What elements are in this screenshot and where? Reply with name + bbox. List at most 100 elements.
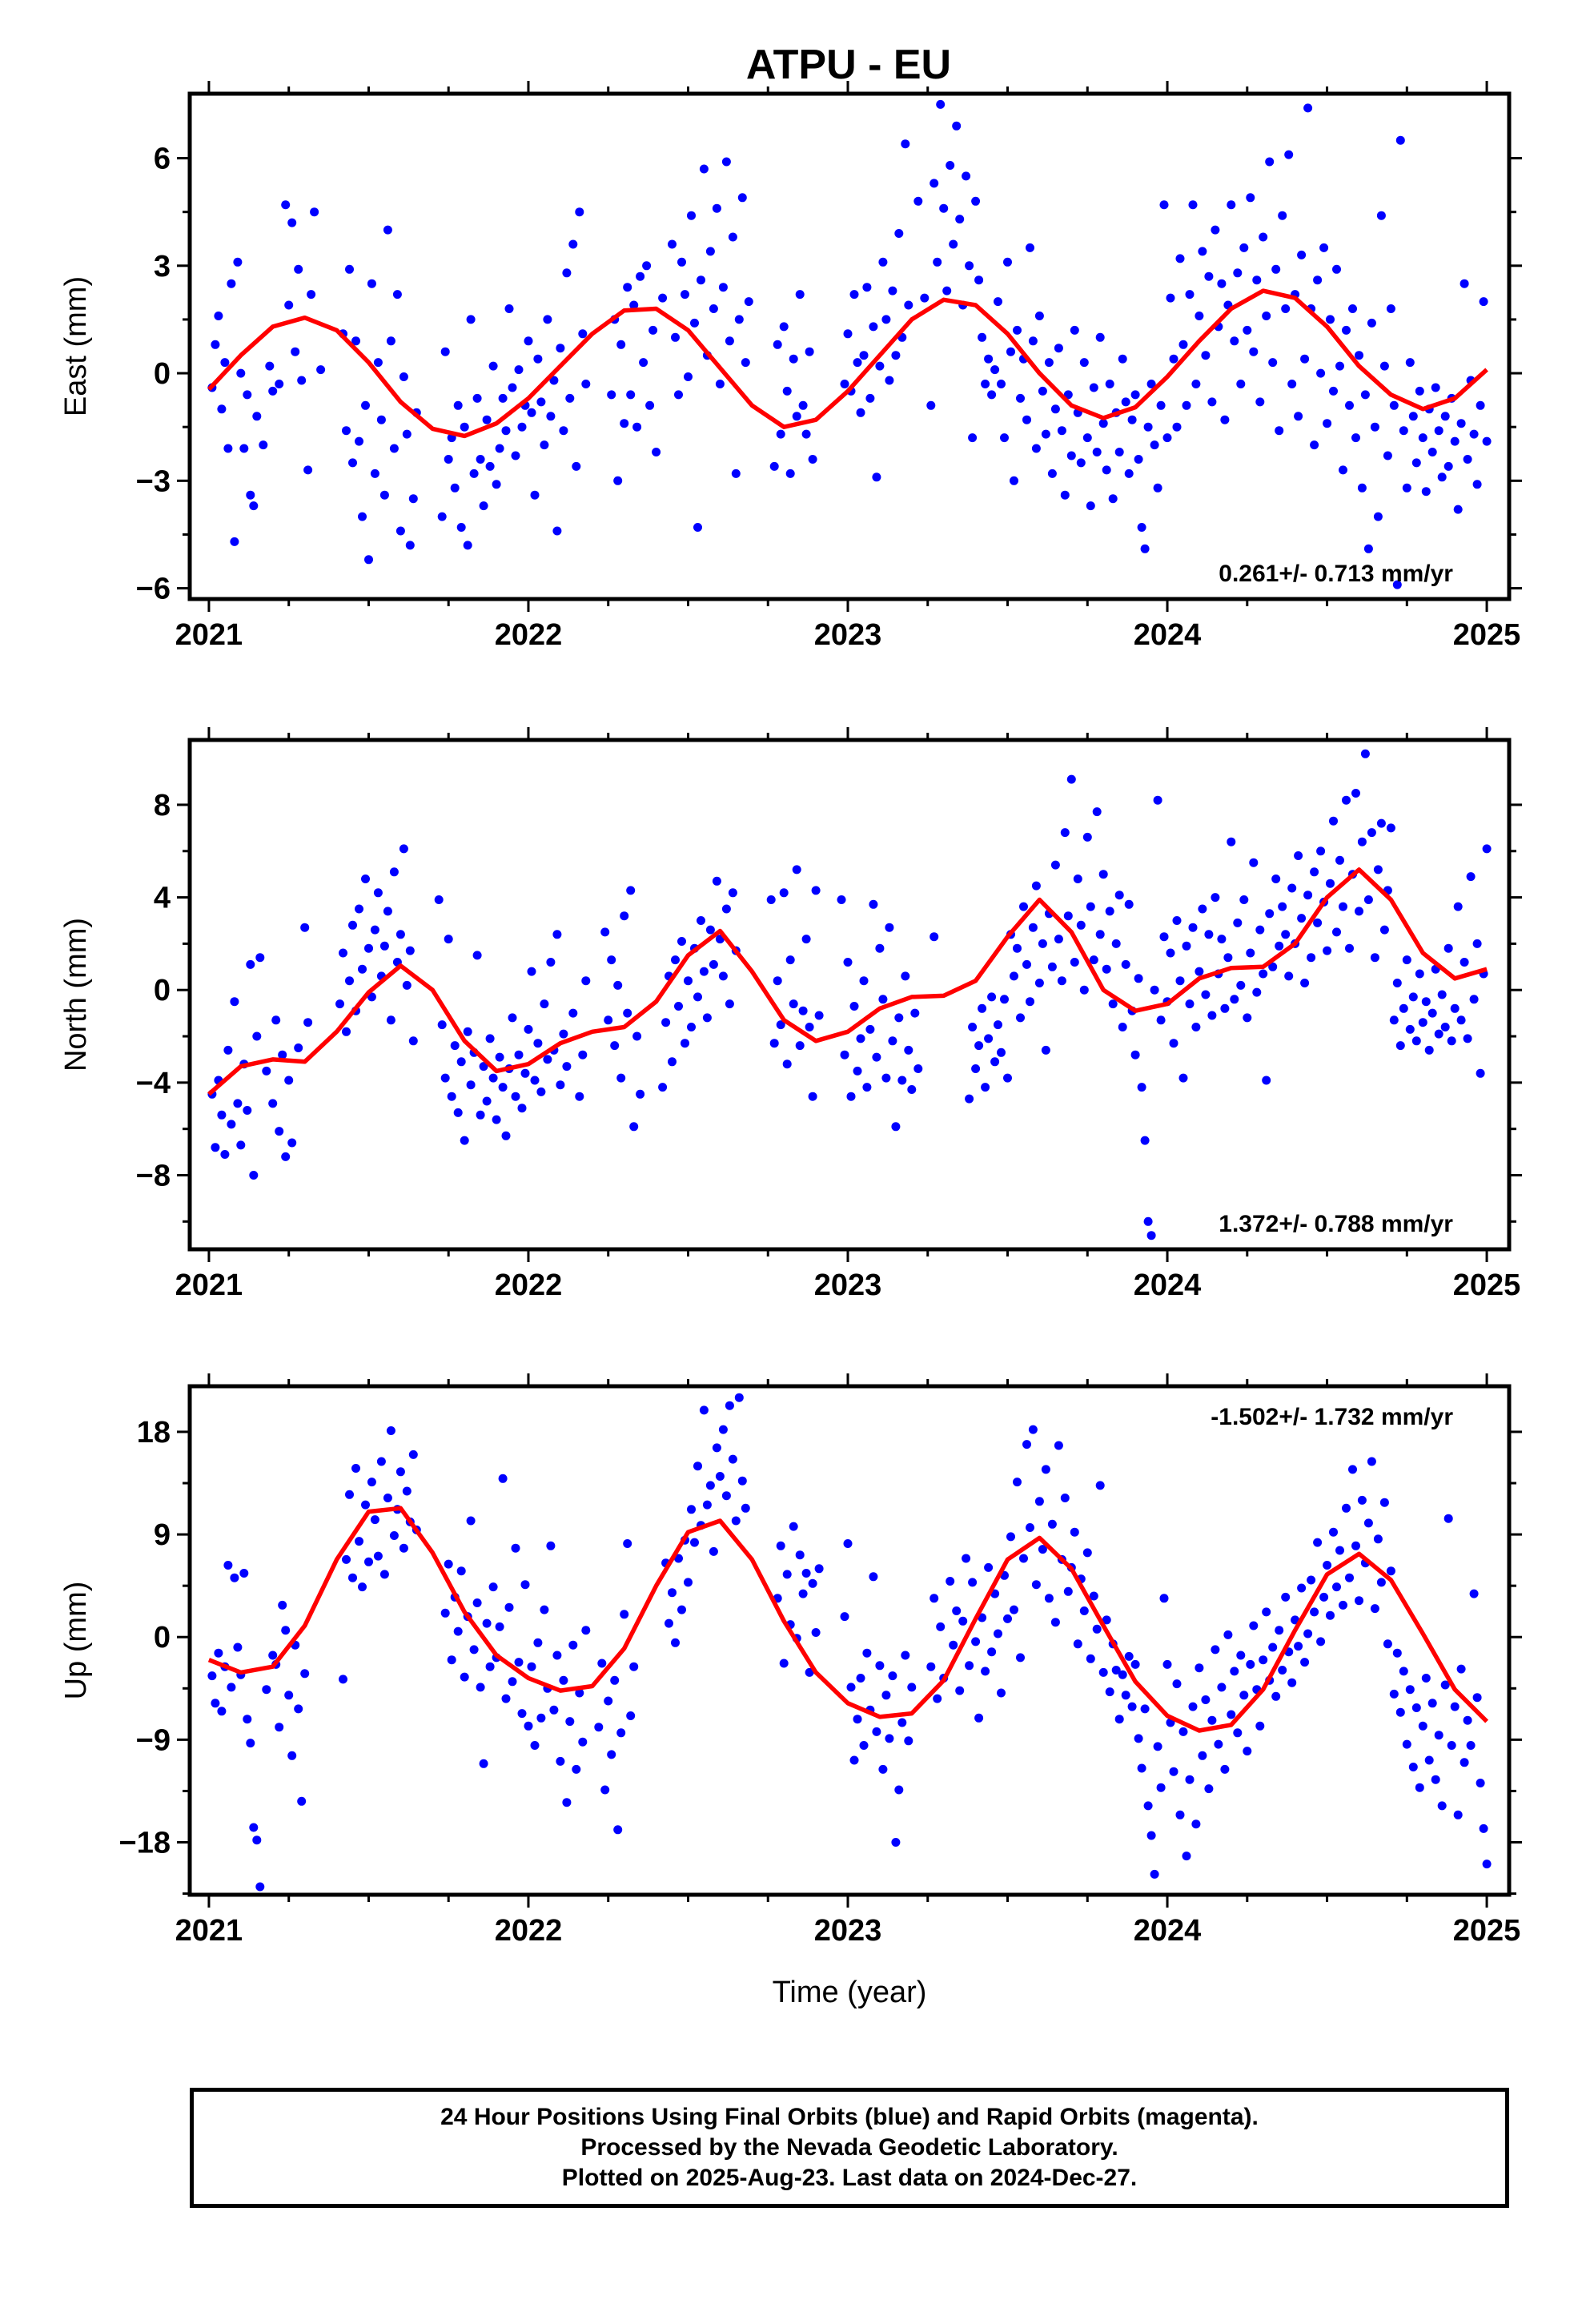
north-data-point	[243, 1106, 252, 1115]
up-data-point	[1431, 1775, 1440, 1784]
north-data-point	[1073, 875, 1082, 883]
east-data-point	[1469, 429, 1479, 439]
north-data-point	[1466, 872, 1476, 882]
east-data-point	[1450, 436, 1460, 446]
north-data-point	[227, 1120, 236, 1129]
north-data-point	[1463, 1034, 1472, 1043]
up-data-point	[671, 1638, 680, 1647]
up-data-point	[373, 1551, 383, 1561]
east-data-point	[1443, 461, 1453, 471]
up-data-point	[1031, 1580, 1041, 1590]
east-data-point	[971, 196, 981, 206]
east-data-point	[865, 393, 875, 403]
east-data-point	[236, 368, 246, 378]
east-data-point	[281, 200, 291, 210]
up-data-point	[1140, 1704, 1150, 1714]
east-data-point	[1431, 383, 1440, 392]
north-data-point	[233, 1099, 243, 1108]
up-data-point	[705, 1481, 715, 1490]
up-data-point	[1111, 1666, 1121, 1675]
north-data-point	[1443, 943, 1453, 953]
north-data-point	[785, 955, 795, 965]
up-data-point	[955, 1686, 965, 1695]
east-data-point	[965, 261, 974, 271]
north-data-point	[913, 1064, 923, 1073]
north-data-point	[1156, 1015, 1166, 1025]
up-data-point	[1421, 1674, 1431, 1683]
north-rate-label: 1.372+/- 0.788 mm/yr	[1219, 1211, 1453, 1237]
up-data-point	[402, 1486, 412, 1496]
north-data-point	[1405, 1024, 1415, 1034]
north-data-point	[1204, 930, 1214, 939]
east-data-point	[1156, 400, 1166, 410]
east-data-point	[578, 329, 588, 339]
east-data-point	[939, 203, 949, 213]
east-data-point	[1482, 436, 1492, 446]
east-data-point	[348, 458, 357, 468]
east-data-point	[1146, 380, 1156, 388]
east-data-point	[1355, 351, 1363, 360]
up-data-point	[1041, 1465, 1050, 1474]
north-data-point	[1079, 985, 1089, 995]
east-data-point	[1217, 279, 1227, 288]
north-data-point	[674, 1002, 683, 1011]
north-data-point	[498, 1083, 508, 1092]
east-data-point	[843, 329, 853, 339]
north-data-point	[1175, 976, 1185, 986]
east-data-point	[853, 358, 862, 368]
north-data-point	[769, 1039, 779, 1048]
east-data-point	[1137, 523, 1146, 532]
east-data-point	[712, 203, 721, 213]
east-data-point	[1010, 476, 1018, 485]
up-data-point	[1456, 1664, 1466, 1674]
north-data-point	[1389, 1015, 1399, 1025]
up-data-point	[1395, 1707, 1405, 1717]
east-data-point	[399, 372, 408, 381]
east-data-point	[1195, 312, 1204, 320]
north-data-point	[386, 1015, 396, 1025]
east-data-point	[540, 440, 549, 450]
north-data-point	[575, 1092, 584, 1101]
up-data-point	[881, 1691, 891, 1700]
east-data-point	[798, 400, 808, 410]
east-data-point	[456, 523, 466, 532]
east-data-point	[987, 390, 997, 400]
up-data-point	[702, 1500, 712, 1510]
north-data-point	[255, 953, 265, 963]
north-data-point	[930, 932, 939, 942]
east-data-point	[1402, 483, 1411, 493]
up-data-point	[345, 1490, 354, 1499]
east-data-point	[789, 354, 798, 364]
north-model-line	[207, 867, 1488, 1096]
up-data-point	[933, 1694, 942, 1703]
north-data-point	[379, 941, 389, 951]
north-data-point	[1089, 955, 1098, 965]
up-data-point	[699, 1405, 709, 1415]
north-data-point	[396, 930, 405, 939]
north-data-point	[275, 1127, 284, 1136]
north-data-point	[718, 971, 728, 981]
up-data-point	[684, 1578, 693, 1587]
up-data-point	[223, 1561, 233, 1570]
east-data-point	[795, 290, 805, 300]
east-data-point	[252, 412, 262, 421]
up-data-point	[984, 1562, 994, 1572]
up-data-point	[214, 1648, 223, 1658]
up-data-point	[1373, 1534, 1383, 1544]
up-data-point	[878, 1764, 888, 1774]
north-data-point	[514, 1050, 524, 1059]
north-data-point	[533, 1039, 543, 1048]
north-data-point	[990, 1057, 1000, 1067]
north-data-point	[1150, 985, 1159, 995]
up-data-point	[1013, 1478, 1022, 1487]
east-data-point	[997, 380, 1006, 388]
east-data-point	[572, 461, 581, 471]
up-data-point	[1342, 1503, 1351, 1513]
north-data-point	[434, 895, 444, 904]
east-data-point	[705, 247, 715, 256]
north-data-point	[891, 1122, 901, 1132]
north-data-point	[1460, 958, 1469, 967]
north-data-point	[1082, 832, 1092, 842]
east-y-tick-label: 6	[154, 143, 171, 176]
